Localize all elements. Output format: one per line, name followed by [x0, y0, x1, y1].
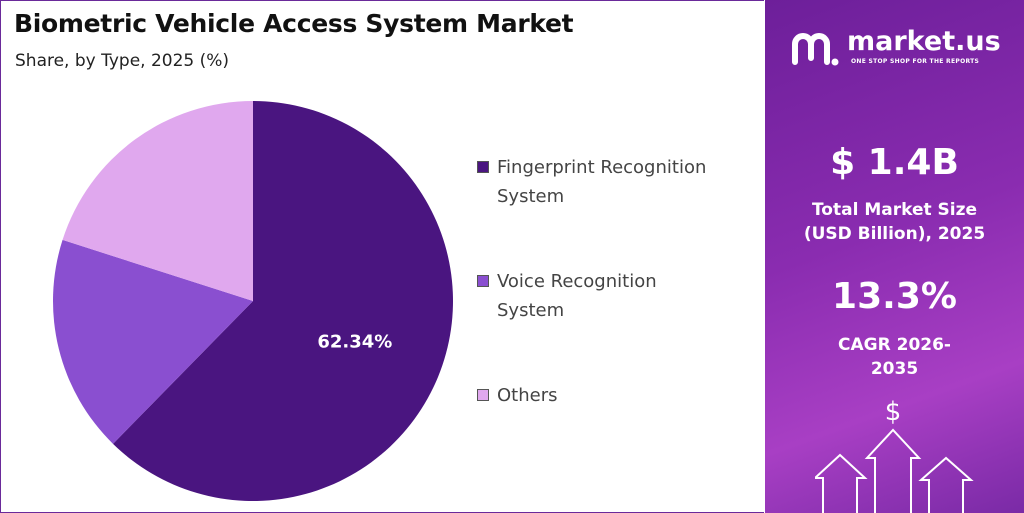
- pie-slice: [62, 101, 254, 301]
- cagr: 13.3%: [832, 276, 957, 317]
- chart-title: Biometric Vehicle Access System Market: [14, 9, 574, 38]
- chart-panel: Biometric Vehicle Access System Market S…: [0, 0, 764, 513]
- value-label: 62.34%: [317, 332, 392, 353]
- pie-chart: 62.34%: [52, 101, 453, 501]
- market-size: $ 1.4B: [830, 142, 959, 183]
- pie-slice: [113, 101, 453, 501]
- chart-subtitle: Share, by Type, 2025 (%): [15, 51, 230, 71]
- brand: market.us: [847, 26, 1001, 57]
- legend-label: Voice Recognition System: [497, 271, 657, 321]
- tagline: ONE STOP SHOP FOR THE REPORTS: [851, 58, 980, 65]
- legend-swatch: [477, 275, 489, 287]
- svg-text:$: $: [885, 400, 902, 427]
- legend-swatch: [477, 389, 489, 401]
- legend-item: Others: [477, 381, 737, 410]
- sidebar: market.us ONE STOP SHOP FOR THE REPORTS …: [765, 0, 1024, 513]
- pie-slice: [52, 239, 253, 444]
- legend-item: Fingerprint Recognition System: [477, 153, 737, 211]
- cagr-label: CAGR 2026-2035: [838, 335, 951, 379]
- logo-icon: [792, 33, 839, 66]
- legend-item: Voice Recognition System: [477, 267, 737, 325]
- legend-label: Others: [497, 385, 558, 406]
- legend-label: Fingerprint Recognition System: [497, 157, 707, 207]
- arrows-decoration: $: [815, 400, 974, 513]
- market-size-label: Total Market Size (USD Billion), 2025: [803, 200, 986, 244]
- legend-swatch: [477, 161, 489, 173]
